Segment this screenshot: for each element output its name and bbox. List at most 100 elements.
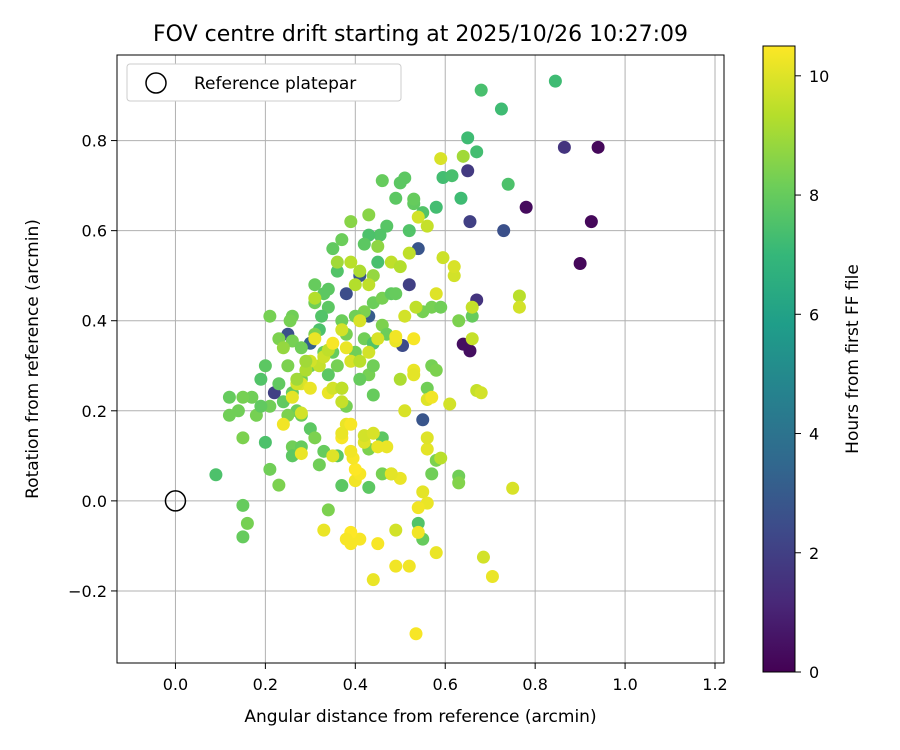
data-point [353,264,367,278]
data-point [366,573,380,587]
data-point [344,215,358,229]
data-point [326,336,340,350]
data-point [389,329,403,343]
data-point [285,334,299,348]
data-point [281,359,295,373]
data-point [353,354,367,368]
x-tick-label: 1.2 [702,675,727,694]
data-point [303,381,317,395]
data-point [402,246,416,260]
data-point [429,287,443,301]
reference-point [164,490,187,512]
data-point [380,219,394,233]
data-point [254,399,268,413]
data-point [557,140,571,154]
data-point [272,478,286,492]
legend-entry-label: Reference platepar [194,74,356,94]
data-point [456,149,470,163]
data-point [299,354,313,368]
data-point [326,242,340,256]
data-point [447,260,461,274]
x-axis-label: Angular distance from reference (arcmin) [244,707,596,727]
plot-frame [116,54,725,664]
data-point [366,359,380,373]
data-point [348,462,362,476]
y-axis-ticks: −0.2 0.0 0.2 0.4 0.6 0.8 [68,132,117,601]
data-point [283,314,297,328]
data-point [366,426,380,440]
data-point [294,447,308,461]
data-point [263,399,277,413]
data-point [465,332,479,346]
data-point [445,169,459,183]
colorbar-tick-label: 6 [809,305,819,324]
x-tick-label: 0.4 [343,675,368,694]
data-point [240,516,254,530]
chart-title: FOV centre drift starting at 2025/10/26 … [153,22,688,47]
data-point [389,287,403,301]
data-point [591,140,605,154]
data-point [474,83,488,97]
data-point [389,523,403,537]
data-point [335,323,349,337]
data-point [429,546,443,560]
data-point [398,404,412,418]
data-point [470,145,484,159]
data-point [389,191,403,205]
data-point [416,413,430,427]
data-point [371,255,385,269]
data-point [308,332,322,346]
data-point [375,174,389,188]
colorbar-ticks: 0 2 4 6 8 10 [795,67,829,682]
data-point [290,372,304,386]
data-point [335,381,349,395]
data-point [344,354,358,368]
colorbar-tick-label: 4 [809,425,819,444]
data-point [474,386,488,400]
data-point [362,345,376,359]
data-point [584,215,598,229]
data-point [494,102,508,116]
data-point [245,390,259,404]
data-point [317,523,331,537]
data-point [465,300,479,314]
data-point [299,363,313,377]
data-point [573,257,587,271]
colorbar-tick-label: 2 [809,544,819,563]
data-point [294,341,308,355]
data-point [393,260,407,274]
data-point [384,467,398,481]
data-point [375,467,389,481]
data-point [308,431,322,445]
data-point [425,390,439,404]
data-point [276,417,290,431]
colorbar-tick-label: 0 [809,663,819,682]
data-point [497,224,511,238]
data-point [501,177,515,191]
data-point [326,381,340,395]
data-point [362,278,376,292]
colorbar: 0 2 4 6 8 10 Hours from first FF file [762,45,863,682]
x-tick-label: 0.8 [522,675,547,694]
data-point [263,462,277,476]
data-point [409,300,423,314]
data-point [548,74,562,88]
data-point [461,131,475,145]
data-point [373,228,387,242]
data-point [476,550,490,564]
data-point [411,525,425,539]
data-point [411,501,425,515]
data-point [434,152,448,166]
data-point [389,559,403,573]
data-point [294,406,308,420]
data-point [326,449,340,463]
y-axis-label: Rotation from reference (arcmin) [23,219,43,499]
data-point [362,480,376,494]
data-point [222,408,236,422]
data-point [254,372,268,386]
data-point [285,440,299,454]
data-point [425,467,439,481]
x-tick-label: 0.2 [253,675,278,694]
y-tick-label: 0.6 [82,222,107,241]
data-point [222,390,236,404]
